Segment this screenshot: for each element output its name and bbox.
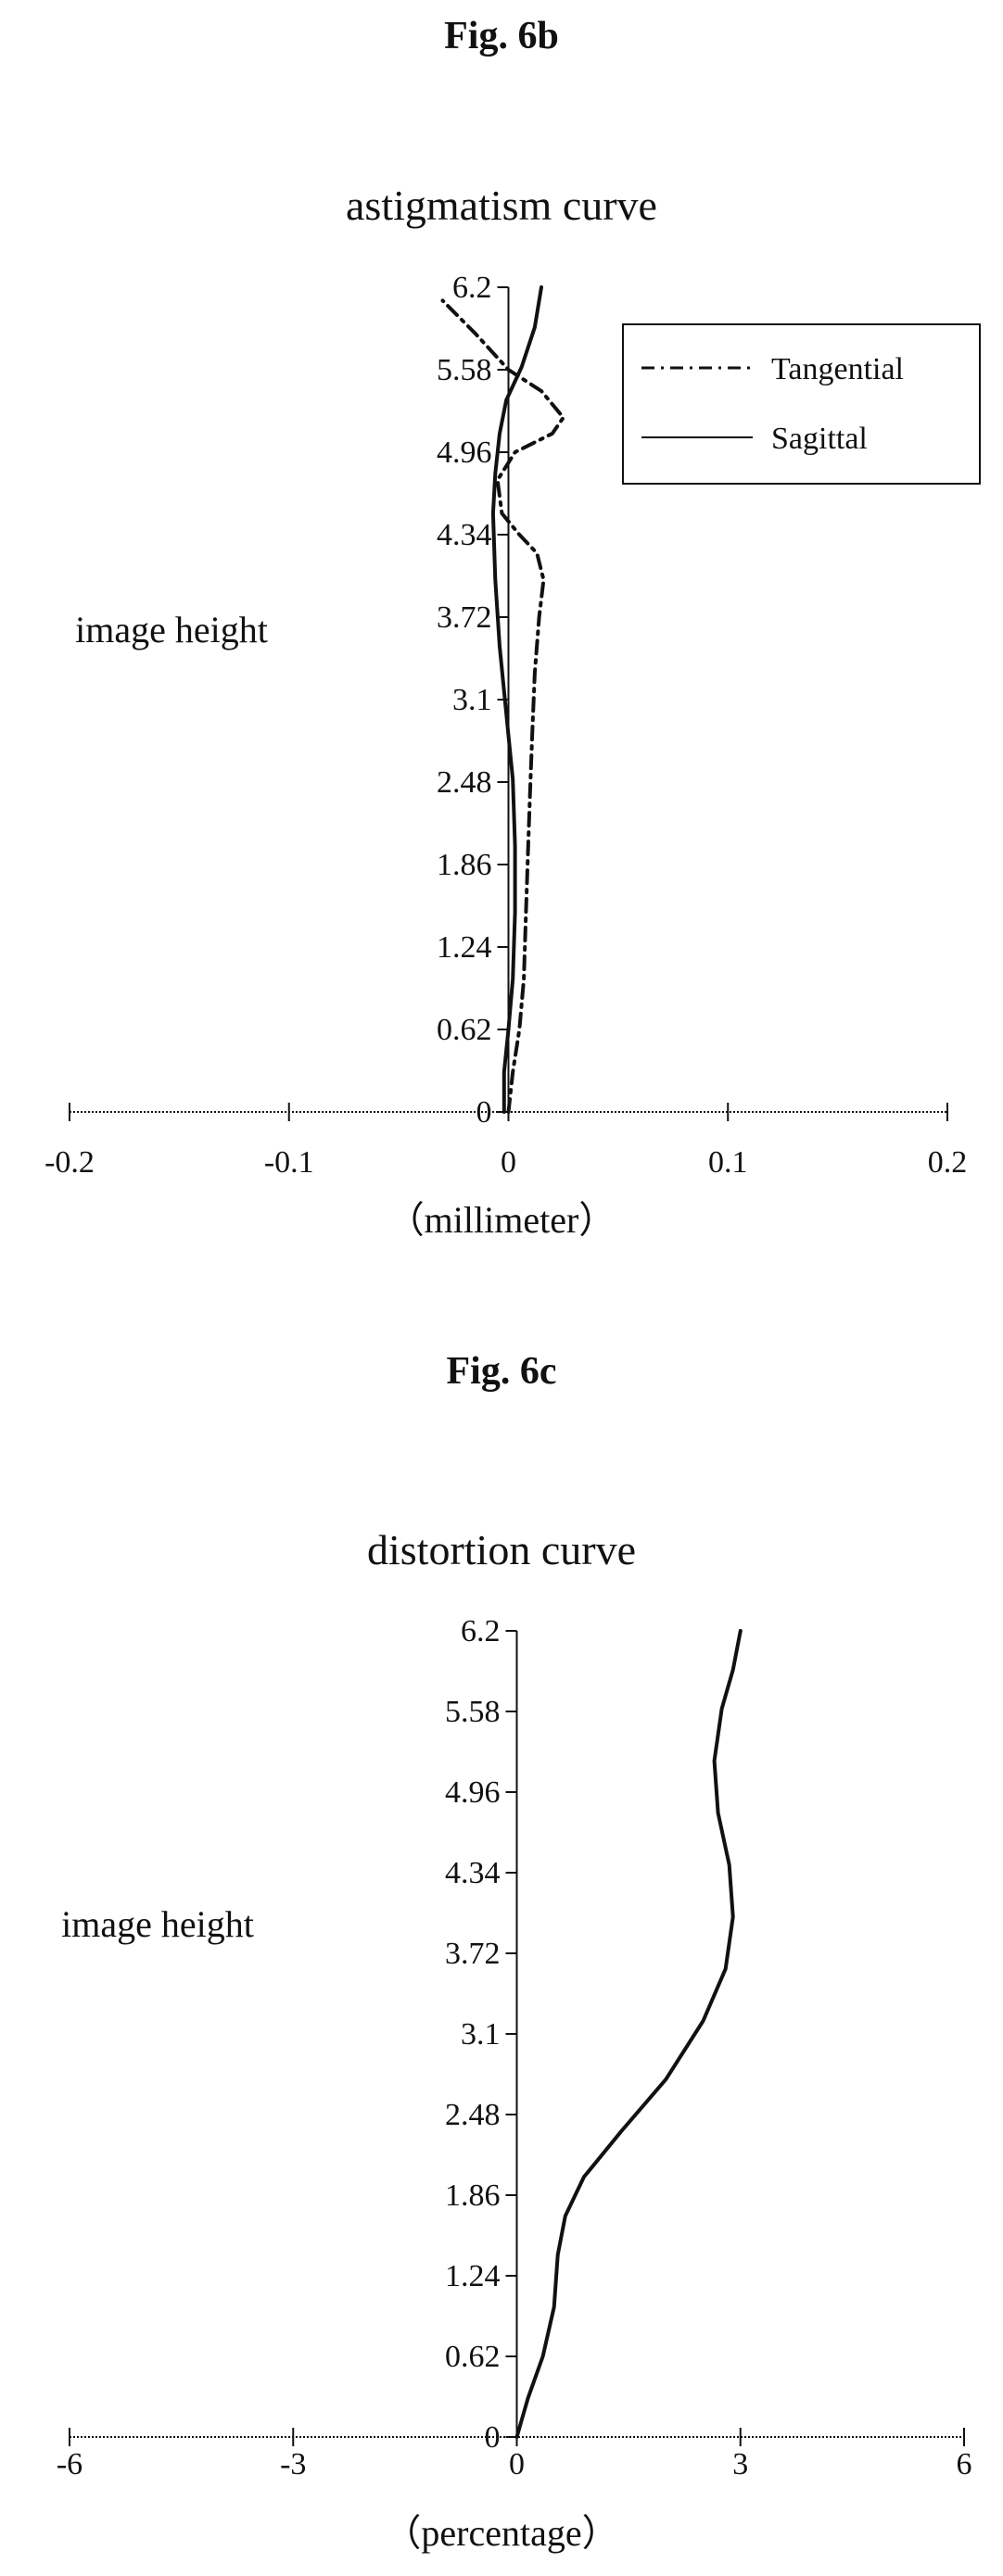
distortion-y-tick-label: 1.24 (445, 2259, 501, 2293)
distortion-y-tick-label: 6.2 (461, 1614, 501, 1648)
distortion-y-axis-label: image height (61, 1903, 254, 1945)
astigmatism-y-tick-label: 0.62 (437, 1013, 492, 1047)
astigmatism-y-tick-label: 6.2 (452, 271, 492, 305)
astigmatism-x-tick-label: 0.1 (708, 1145, 748, 1180)
distortion-y-tick-label: 4.96 (445, 1775, 501, 1810)
astigmatism-axes: -0.2 -0.1 0 0.1 0.2 0 0.62 1.24 1.86 2.48 3.1 3.72 4… (44, 271, 967, 1180)
astigmatism-series-group (440, 285, 565, 1114)
legend-sagittal-label: Sagittal (771, 422, 868, 456)
astigmatism-x-axis-label: （millimeter） (387, 1199, 616, 1241)
astigmatism-x-tick-label: -0.2 (44, 1145, 95, 1180)
distortion-y-tick-label: 0.62 (445, 2340, 501, 2374)
astigmatism-series-sagittal (490, 285, 543, 1114)
legend-tangential-label: Tangential (771, 352, 904, 386)
distortion-x-tick-label: -3 (280, 2447, 306, 2481)
astigmatism-y-tick-label: 0 (476, 1095, 492, 1130)
figure-6c: Fig. 6c distortion curve image height （p… (57, 1350, 972, 2554)
astigmatism-x-tick-label: -0.1 (264, 1145, 314, 1180)
astigmatism-chart-title: astigmatism curve (346, 182, 657, 229)
astigmatism-legend: Tangential Sagittal (622, 323, 981, 485)
distortion-y-tick-label: 1.86 (445, 2178, 501, 2213)
astigmatism-x-tick-label: 0 (501, 1145, 516, 1180)
distortion-y-tick-label: 3.1 (461, 2017, 501, 2052)
distortion-x-tick-label: 6 (957, 2447, 972, 2481)
distortion-series-group (514, 1629, 743, 2439)
fig-6b-label: Fig. 6b (444, 15, 559, 57)
distortion-series-curve (514, 1629, 743, 2439)
distortion-chart-title: distortion curve (367, 1526, 636, 1573)
legend-box (622, 323, 981, 485)
distortion-x-tick-label: 3 (732, 2447, 748, 2481)
distortion-y-tick-label: 3.72 (445, 1937, 501, 1971)
distortion-x-tick-label: -6 (57, 2447, 83, 2481)
astigmatism-y-tick-label: 1.24 (437, 930, 492, 965)
astigmatism-y-tick-label: 5.58 (437, 353, 492, 387)
astigmatism-y-tick-label: 1.86 (437, 848, 492, 882)
astigmatism-y-tick-label: 2.48 (437, 765, 492, 800)
distortion-y-tick-label: 0 (485, 2420, 501, 2455)
astigmatism-x-tick-label: 0.2 (928, 1145, 968, 1180)
distortion-y-tick-label: 4.34 (445, 1856, 501, 1890)
astigmatism-y-tick-label: 3.72 (437, 600, 492, 635)
distortion-y-tick-label: 2.48 (445, 2098, 501, 2132)
fig-6c-label: Fig. 6c (447, 1350, 557, 1393)
astigmatism-y-tick-label: 4.96 (437, 436, 492, 470)
astigmatism-y-tick-label: 3.1 (452, 683, 492, 717)
astigmatism-y-tick-label: 4.34 (437, 518, 492, 552)
figure-6b: Fig. 6b astigmatism curve image height （… (44, 15, 981, 1241)
distortion-y-tick-label: 5.58 (445, 1695, 501, 1729)
astigmatism-y-axis-label: image height (75, 609, 268, 650)
distortion-x-axis-label: （percentage） (384, 2512, 618, 2554)
distortion-x-tick-label: 0 (509, 2447, 525, 2481)
astigmatism-series-tangential (440, 298, 565, 1114)
distortion-axes: -6 -3 0 3 6 0 0.62 1.24 1.86 2.48 3.1 3.72 4.34 4.96 5… (57, 1614, 972, 2481)
